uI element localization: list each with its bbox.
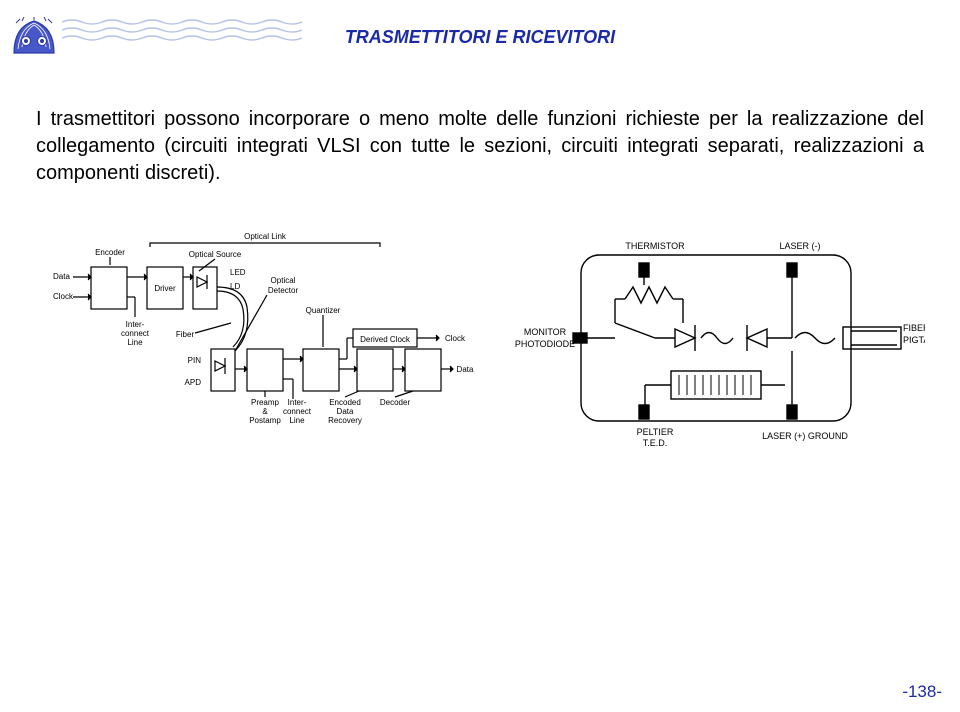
label-apd: APD: [185, 378, 202, 387]
page-number: -138-: [902, 682, 942, 702]
svg-text:Postamp: Postamp: [249, 416, 281, 425]
label-optical-source: Optical Source: [189, 250, 242, 259]
svg-text:Encoded: Encoded: [329, 398, 361, 407]
body-paragraph: I trasmettitori possono incorporare o me…: [0, 70, 960, 197]
svg-text:connect: connect: [121, 329, 150, 338]
label-fiber: Fiber: [176, 330, 195, 339]
label-data-out: Data: [457, 365, 474, 374]
svg-text:PELTIER: PELTIER: [637, 427, 674, 437]
label-encoder: Encoder: [95, 248, 125, 257]
svg-text:Detector: Detector: [268, 286, 299, 295]
svg-text:Line: Line: [289, 416, 305, 425]
svg-text:MONITOR: MONITOR: [524, 327, 567, 337]
page-header: TRASMETTITORI E RICEVITORI: [0, 0, 960, 70]
svg-text:connect: connect: [283, 407, 312, 416]
label-quantizer: Quantizer: [306, 306, 341, 315]
label-clock-in: Clock: [53, 292, 74, 301]
label-thermistor: THERMISTOR: [625, 241, 685, 251]
svg-text:Recovery: Recovery: [328, 416, 362, 425]
label-data-in: Data: [53, 272, 70, 281]
label-clock-out: Clock: [445, 334, 466, 343]
label-decoder: Decoder: [380, 398, 411, 407]
label-led: LED: [230, 268, 246, 277]
svg-text:Data: Data: [337, 407, 354, 416]
label-optical-detector-a: Optical: [271, 276, 296, 285]
figure-laser-package: THERMISTOR LASER (-) MONITOR PHOTODIODE: [505, 227, 925, 447]
header-waves: [62, 18, 302, 46]
label-interconnect-1-a: Inter-: [126, 320, 145, 329]
figure-optical-link: Optical Link Encoder Optical Source Data…: [35, 227, 475, 447]
label-laser-pos: LASER (+) GROUND: [762, 431, 848, 441]
svg-text:Preamp: Preamp: [251, 398, 280, 407]
label-optical-link: Optical Link: [244, 232, 287, 241]
figures-row: Optical Link Encoder Optical Source Data…: [0, 197, 960, 447]
logo-icon: [10, 17, 58, 57]
label-driver: Driver: [154, 284, 176, 293]
svg-text:Line: Line: [127, 338, 143, 347]
svg-text:FIBER: FIBER: [903, 323, 925, 333]
svg-text:PHOTODIODE: PHOTODIODE: [515, 339, 575, 349]
svg-text:T.E.D.: T.E.D.: [643, 438, 668, 447]
label-pin: PIN: [188, 356, 202, 365]
svg-text:&: &: [262, 407, 268, 416]
svg-text:Inter-: Inter-: [288, 398, 307, 407]
label-laser-neg: LASER (-): [779, 241, 820, 251]
label-derived-clock: Derived Clock: [360, 335, 411, 344]
svg-text:PIGTAIL: PIGTAIL: [903, 335, 925, 345]
